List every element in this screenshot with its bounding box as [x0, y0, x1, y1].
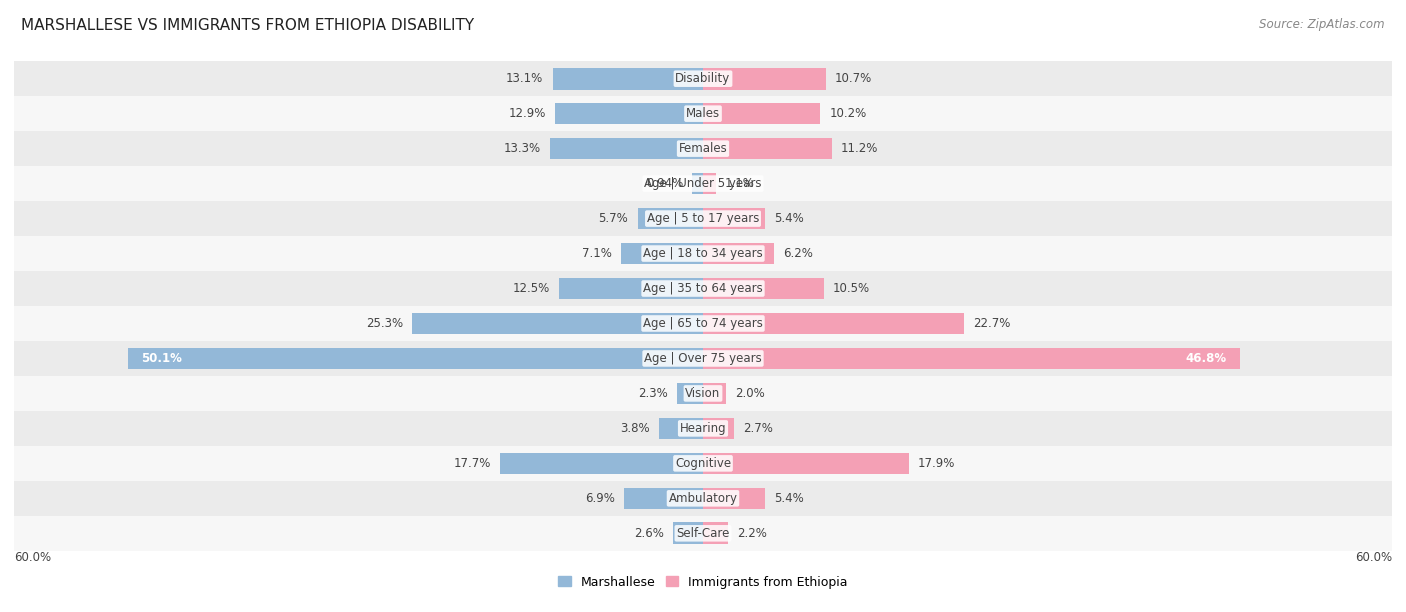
- Bar: [412, 313, 703, 334]
- Bar: [128, 348, 703, 369]
- Bar: [703, 138, 831, 160]
- Text: 12.9%: 12.9%: [509, 107, 546, 120]
- Bar: [692, 173, 703, 195]
- Text: Age | Over 75 years: Age | Over 75 years: [644, 352, 762, 365]
- Text: 5.4%: 5.4%: [775, 492, 804, 505]
- Bar: [14, 201, 1392, 236]
- Text: 6.9%: 6.9%: [585, 492, 614, 505]
- Text: 5.7%: 5.7%: [599, 212, 628, 225]
- Text: Disability: Disability: [675, 72, 731, 85]
- Bar: [703, 348, 1240, 369]
- Legend: Marshallese, Immigrants from Ethiopia: Marshallese, Immigrants from Ethiopia: [554, 570, 852, 594]
- Bar: [659, 417, 703, 439]
- Bar: [703, 278, 824, 299]
- Bar: [14, 166, 1392, 201]
- Text: Age | 65 to 74 years: Age | 65 to 74 years: [643, 317, 763, 330]
- Text: Females: Females: [679, 142, 727, 155]
- Text: Vision: Vision: [685, 387, 721, 400]
- Text: 13.3%: 13.3%: [503, 142, 541, 155]
- Bar: [14, 271, 1392, 306]
- Text: 25.3%: 25.3%: [366, 317, 404, 330]
- Bar: [637, 207, 703, 230]
- Bar: [555, 103, 703, 124]
- Bar: [550, 138, 703, 160]
- Bar: [703, 452, 908, 474]
- Text: 10.5%: 10.5%: [832, 282, 870, 295]
- Text: 0.94%: 0.94%: [645, 177, 683, 190]
- Text: Hearing: Hearing: [679, 422, 727, 435]
- Text: Males: Males: [686, 107, 720, 120]
- Text: Source: ZipAtlas.com: Source: ZipAtlas.com: [1260, 18, 1385, 31]
- Bar: [676, 382, 703, 405]
- Bar: [560, 278, 703, 299]
- Text: 2.6%: 2.6%: [634, 527, 664, 540]
- Bar: [14, 411, 1392, 446]
- Bar: [14, 96, 1392, 131]
- Bar: [703, 313, 963, 334]
- Text: 2.3%: 2.3%: [638, 387, 668, 400]
- Text: 2.7%: 2.7%: [744, 422, 773, 435]
- Bar: [553, 68, 703, 89]
- Bar: [14, 341, 1392, 376]
- Bar: [499, 452, 703, 474]
- Text: Age | 5 to 17 years: Age | 5 to 17 years: [647, 212, 759, 225]
- Bar: [14, 236, 1392, 271]
- Bar: [703, 68, 825, 89]
- Bar: [14, 306, 1392, 341]
- Text: Age | 18 to 34 years: Age | 18 to 34 years: [643, 247, 763, 260]
- Bar: [703, 382, 725, 405]
- Text: 10.2%: 10.2%: [830, 107, 866, 120]
- Bar: [14, 61, 1392, 96]
- Text: 2.0%: 2.0%: [735, 387, 765, 400]
- Text: 12.5%: 12.5%: [513, 282, 550, 295]
- Bar: [14, 376, 1392, 411]
- Bar: [703, 173, 716, 195]
- Bar: [673, 523, 703, 544]
- Text: MARSHALLESE VS IMMIGRANTS FROM ETHIOPIA DISABILITY: MARSHALLESE VS IMMIGRANTS FROM ETHIOPIA …: [21, 18, 474, 34]
- Bar: [14, 516, 1392, 551]
- Text: 17.7%: 17.7%: [453, 457, 491, 470]
- Text: 7.1%: 7.1%: [582, 247, 612, 260]
- Bar: [703, 488, 765, 509]
- Text: Ambulatory: Ambulatory: [668, 492, 738, 505]
- Bar: [624, 488, 703, 509]
- Bar: [703, 207, 765, 230]
- Bar: [14, 446, 1392, 481]
- Text: Cognitive: Cognitive: [675, 457, 731, 470]
- Text: 3.8%: 3.8%: [620, 422, 650, 435]
- Bar: [14, 481, 1392, 516]
- Text: 2.2%: 2.2%: [738, 527, 768, 540]
- Text: 46.8%: 46.8%: [1185, 352, 1226, 365]
- Text: 5.4%: 5.4%: [775, 212, 804, 225]
- Text: Age | Under 5 years: Age | Under 5 years: [644, 177, 762, 190]
- Bar: [703, 417, 734, 439]
- Text: 6.2%: 6.2%: [783, 247, 813, 260]
- Bar: [703, 103, 820, 124]
- Text: Age | 35 to 64 years: Age | 35 to 64 years: [643, 282, 763, 295]
- Text: 22.7%: 22.7%: [973, 317, 1010, 330]
- Text: 60.0%: 60.0%: [1355, 551, 1392, 564]
- Text: 11.2%: 11.2%: [841, 142, 879, 155]
- Text: 10.7%: 10.7%: [835, 72, 872, 85]
- Text: 17.9%: 17.9%: [918, 457, 955, 470]
- Bar: [703, 243, 775, 264]
- Bar: [14, 131, 1392, 166]
- Text: 13.1%: 13.1%: [506, 72, 543, 85]
- Bar: [703, 523, 728, 544]
- Bar: [621, 243, 703, 264]
- Text: Self-Care: Self-Care: [676, 527, 730, 540]
- Text: 50.1%: 50.1%: [142, 352, 183, 365]
- Text: 1.1%: 1.1%: [725, 177, 755, 190]
- Text: 60.0%: 60.0%: [14, 551, 51, 564]
